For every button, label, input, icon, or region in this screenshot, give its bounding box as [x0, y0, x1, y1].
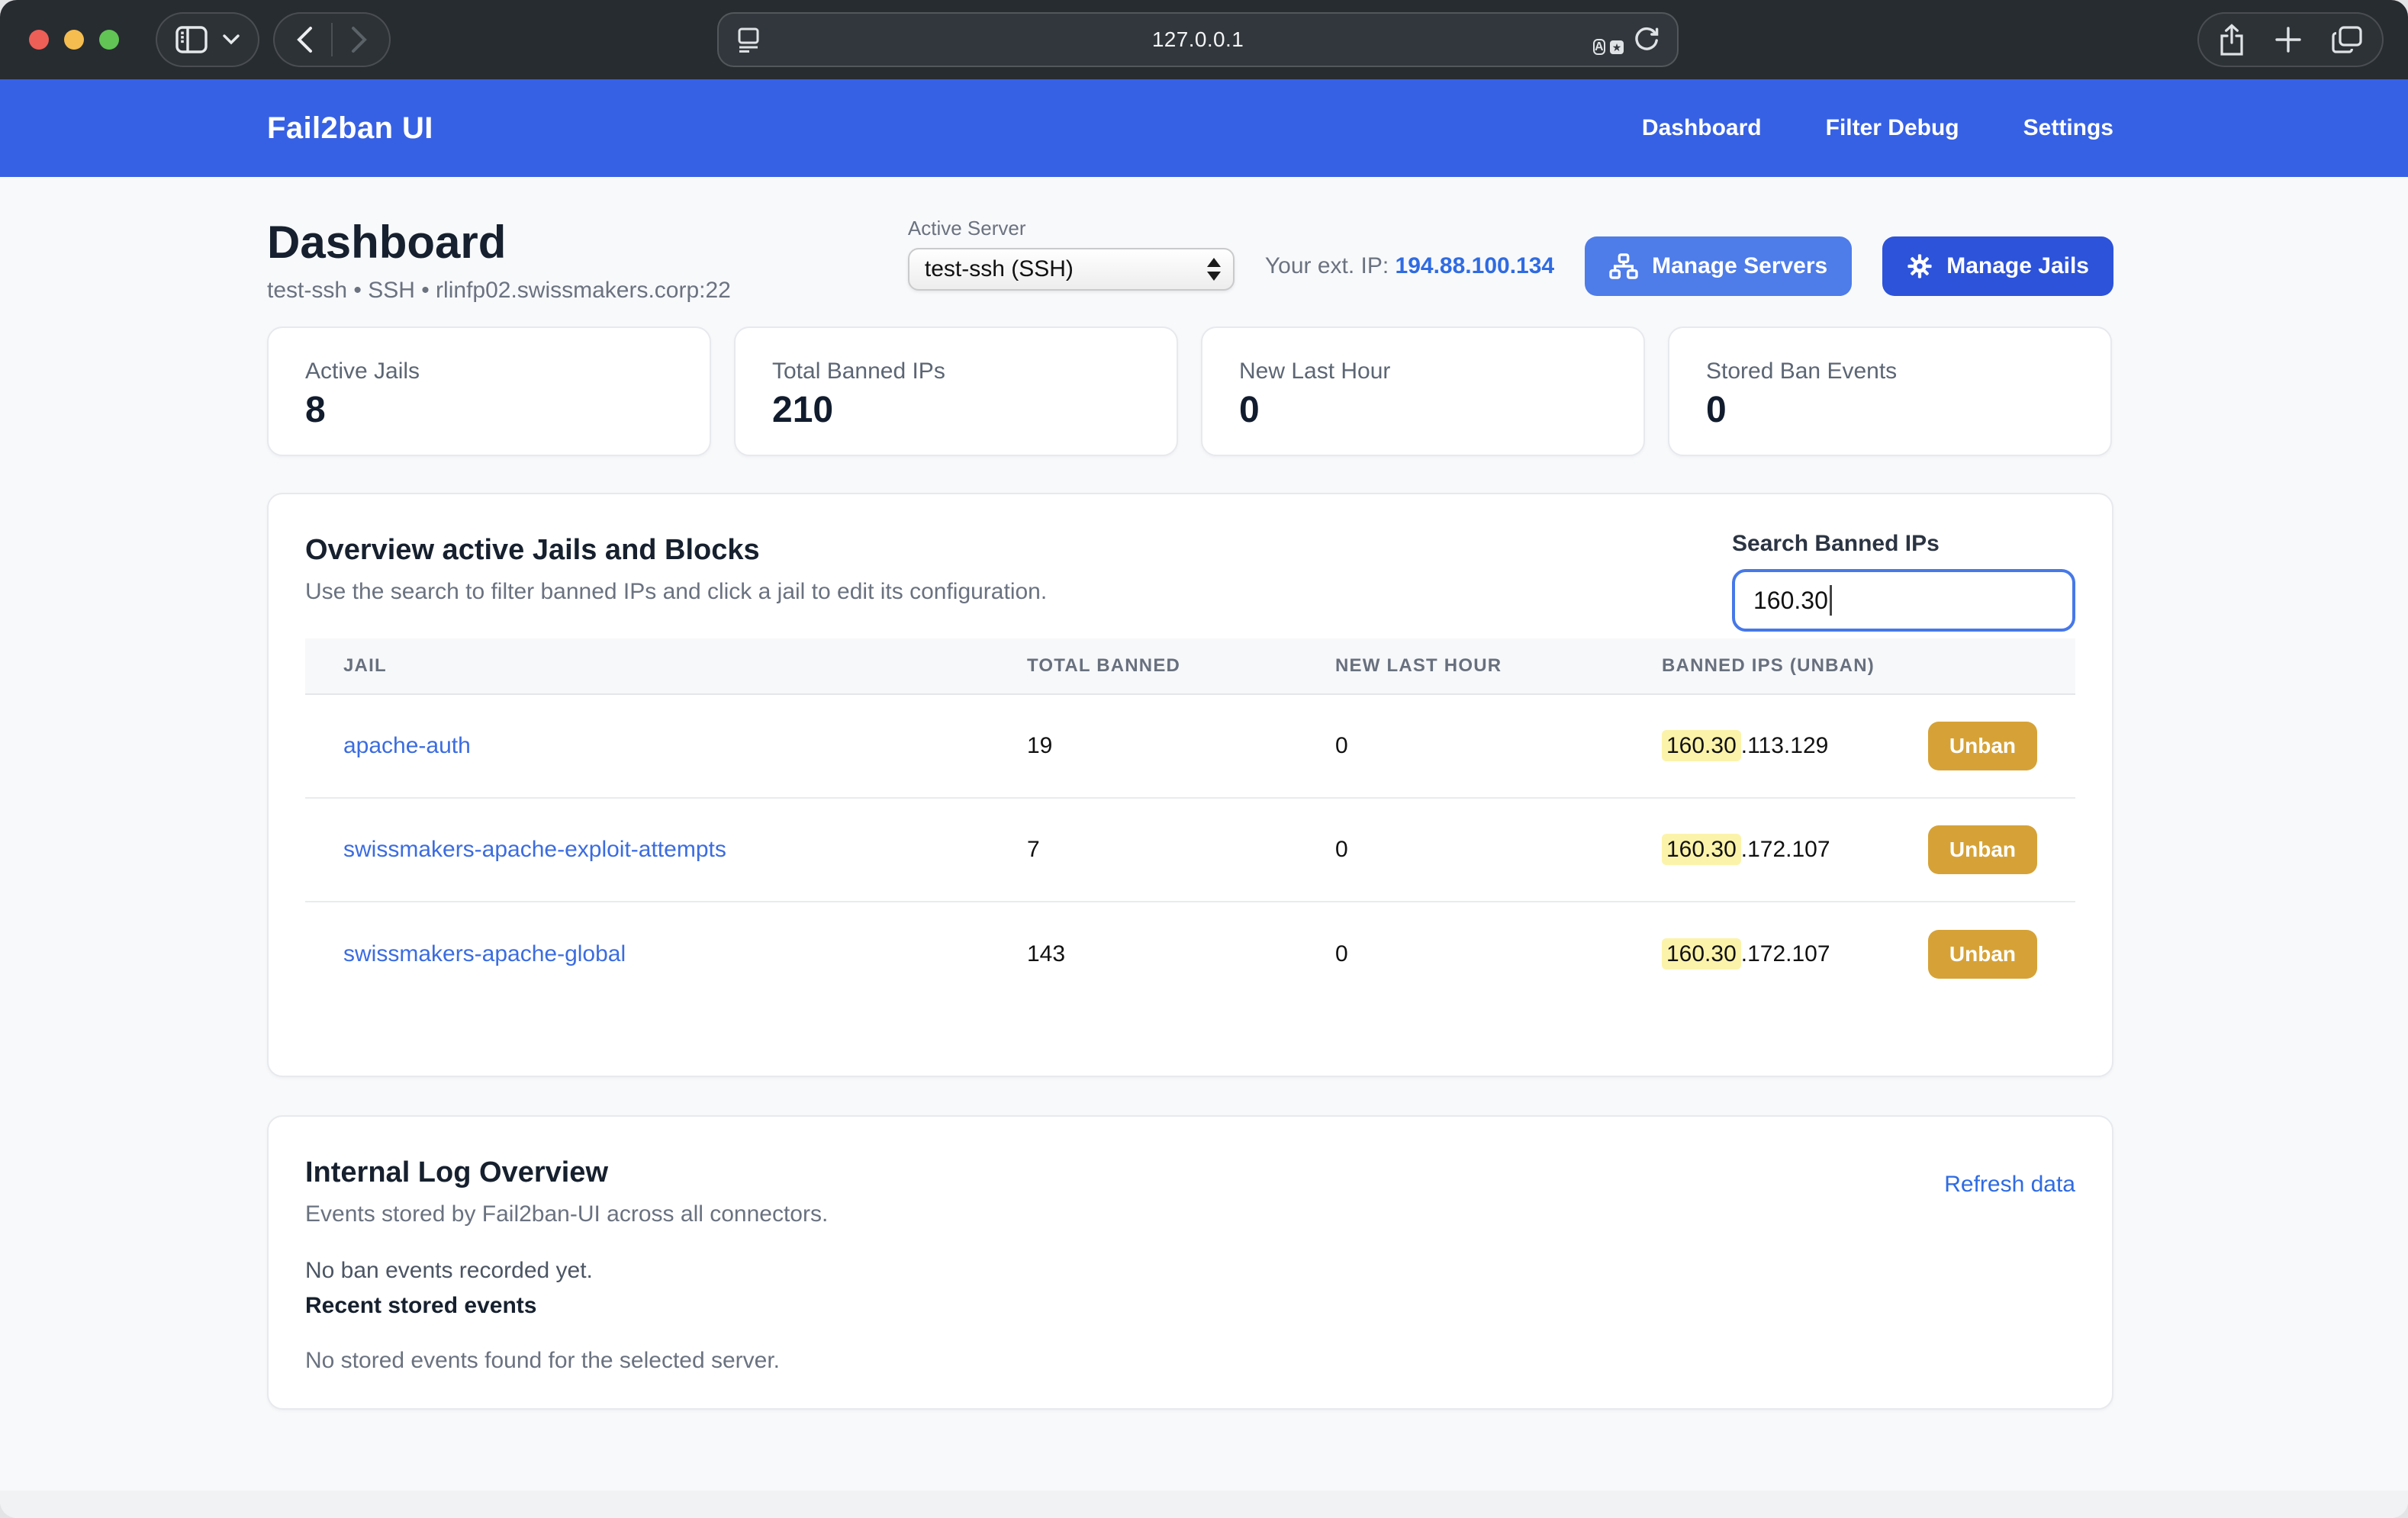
jails-table: JAIL TOTAL BANNED NEW LAST HOUR BANNED I…: [305, 638, 2075, 1006]
banned-ip: 160.30.113.129: [1662, 733, 1828, 759]
total-banned-value: 7: [1027, 837, 1335, 863]
log-title: Internal Log Overview: [305, 1156, 828, 1189]
nav-filter-debug[interactable]: Filter Debug: [1826, 115, 1959, 141]
nav-dashboard[interactable]: Dashboard: [1642, 115, 1762, 141]
browser-window: 127.0.0.1 A ★: [0, 0, 2408, 1518]
active-server-label: Active Server: [908, 217, 1235, 240]
manage-servers-button[interactable]: Manage Servers: [1585, 236, 1852, 296]
new-last-hour-value: 0: [1335, 837, 1662, 863]
table-row: swissmakers-apache-exploit-attempts 7 0 …: [305, 799, 2075, 902]
page-header: Dashboard test-ssh • SSH • rlinfp02.swis…: [267, 177, 2113, 304]
search-label: Search Banned IPs: [1732, 531, 2075, 557]
sitemap-icon: [1609, 253, 1638, 279]
stat-card-active-jails: Active Jails 8: [267, 326, 711, 456]
text-caret: [1830, 585, 1832, 616]
active-server-value: test-ssh (SSH): [925, 256, 1074, 282]
search-banned-ips-input[interactable]: 160.30: [1732, 569, 2075, 632]
translate-icon[interactable]: A ★: [1593, 28, 1619, 51]
dashboard-page: Dashboard test-ssh • SSH • rlinfp02.swis…: [0, 177, 2408, 1518]
page-subtitle: test-ssh • SSH • rlinfp02.swissmakers.co…: [267, 278, 731, 304]
back-icon[interactable]: [296, 26, 313, 53]
internal-log-card: Internal Log Overview Events stored by F…: [267, 1115, 2113, 1410]
share-icon[interactable]: [2219, 24, 2245, 56]
close-window-button[interactable]: [29, 30, 49, 50]
stat-card-stored-ban-events: Stored Ban Events 0: [1668, 326, 2112, 456]
refresh-data-link[interactable]: Refresh data: [1944, 1172, 2075, 1198]
nav-settings[interactable]: Settings: [2023, 115, 2113, 141]
jail-link[interactable]: apache-auth: [343, 733, 471, 758]
chevron-down-icon: [223, 34, 240, 45]
no-ban-events-text: No ban events recorded yet.: [305, 1258, 2075, 1284]
gear-icon: [1907, 253, 1933, 279]
external-ip: Your ext. IP: 194.88.100.134: [1265, 253, 1554, 279]
history-nav: [273, 12, 391, 67]
table-row: swissmakers-apache-global 143 0 160.30.1…: [305, 902, 2075, 1006]
unban-button[interactable]: Unban: [1928, 930, 2037, 979]
tabs-overview-icon[interactable]: [2332, 26, 2362, 53]
stat-cards: Active Jails 8 Total Banned IPs 210 New …: [267, 326, 2113, 456]
jails-table-header: JAIL TOTAL BANNED NEW LAST HOUR BANNED I…: [305, 638, 2075, 695]
manage-jails-button[interactable]: Manage Jails: [1882, 236, 2113, 296]
jail-link[interactable]: swissmakers-apache-global: [343, 941, 626, 966]
stat-card-new-last-hour: New Last Hour 0: [1201, 326, 1645, 456]
log-subtitle: Events stored by Fail2ban-UI across all …: [305, 1201, 828, 1227]
nav-divider: [331, 23, 333, 56]
address-bar[interactable]: 127.0.0.1 A ★: [717, 12, 1679, 67]
new-tab-icon[interactable]: [2275, 27, 2301, 53]
banned-ip: 160.30.172.107: [1662, 837, 1830, 863]
page-title: Dashboard: [267, 217, 731, 269]
jail-link[interactable]: swissmakers-apache-exploit-attempts: [343, 837, 726, 862]
sidebar-toggle-button[interactable]: [156, 12, 259, 67]
app-navbar: Fail2ban UI Dashboard Filter Debug Setti…: [0, 79, 2408, 177]
unban-button[interactable]: Unban: [1928, 825, 2037, 874]
banned-ip: 160.30.172.107: [1662, 941, 1830, 967]
zoom-window-button[interactable]: [99, 30, 119, 50]
total-banned-value: 143: [1027, 941, 1335, 967]
active-server-select[interactable]: test-ssh (SSH): [908, 248, 1235, 291]
sidebar-icon: [175, 26, 208, 53]
window-bottom-edge: [0, 1491, 2408, 1518]
table-row: apache-auth 19 0 160.30.113.129 Unban: [305, 695, 2075, 799]
select-stepper-icon: [1207, 258, 1221, 281]
no-stored-events-text: No stored events found for the selected …: [305, 1348, 2075, 1374]
app-brand: Fail2ban UI: [267, 111, 433, 146]
recent-stored-events-title: Recent stored events: [305, 1293, 2075, 1319]
browser-chrome: 127.0.0.1 A ★: [0, 0, 2408, 79]
jails-overview-card: Overview active Jails and Blocks Use the…: [267, 493, 2113, 1077]
traffic-lights: [29, 30, 119, 50]
app-nav-links: Dashboard Filter Debug Settings: [1642, 115, 2113, 141]
new-last-hour-value: 0: [1335, 733, 1662, 759]
stat-card-total-banned: Total Banned IPs 210: [734, 326, 1178, 456]
external-ip-value[interactable]: 194.88.100.134: [1396, 253, 1555, 278]
url-text: 127.0.0.1: [719, 27, 1677, 52]
toolbar-actions: [2197, 12, 2384, 67]
unban-button[interactable]: Unban: [1928, 722, 2037, 770]
new-last-hour-value: 0: [1335, 941, 1662, 967]
minimize-window-button[interactable]: [64, 30, 84, 50]
forward-icon[interactable]: [351, 26, 368, 53]
total-banned-value: 19: [1027, 733, 1335, 759]
search-banned-ips: Search Banned IPs 160.30: [1732, 531, 2075, 632]
reload-icon[interactable]: [1634, 27, 1659, 53]
